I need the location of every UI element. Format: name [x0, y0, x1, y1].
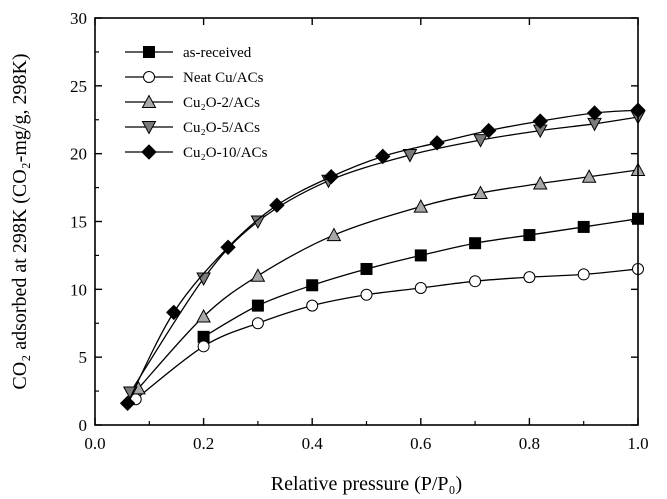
- series-2: [131, 162, 646, 395]
- legend-label: as-received: [183, 45, 252, 61]
- data-point: [532, 113, 548, 129]
- y-tick-label: 25: [70, 77, 87, 96]
- series-0: [197, 212, 644, 343]
- x-tick-label: 0.6: [410, 434, 431, 453]
- data-point: [269, 197, 285, 213]
- plot-frame: [94, 17, 639, 426]
- data-point: [250, 268, 266, 282]
- data-point: [220, 239, 236, 255]
- data-point: [429, 135, 445, 151]
- data-point: [360, 288, 373, 301]
- legend-marker: [143, 71, 155, 83]
- data-point: [586, 105, 603, 121]
- legend-item: Cu₂O-2/ACs: [125, 94, 260, 111]
- data-point: [323, 169, 339, 185]
- x-tick-label: 1.0: [627, 434, 648, 453]
- legend-item: as-received: [125, 45, 252, 61]
- data-point: [577, 268, 590, 281]
- data-point: [166, 304, 182, 321]
- data-point: [196, 308, 211, 323]
- legend-label: Cu₂O-2/ACs: [183, 95, 260, 111]
- data-point: [414, 281, 427, 294]
- data-point: [480, 122, 497, 139]
- x-tick-label: 0.2: [193, 434, 214, 453]
- legend-item: Neat Cu/ACs: [125, 70, 264, 86]
- legend-marker: [143, 46, 155, 58]
- y-tick-label: 30: [70, 9, 87, 28]
- series-line: [137, 169, 639, 389]
- legend: as-received Neat Cu/ACs Cu₂O-2/ACs Cu₂O-5/A…: [125, 45, 268, 161]
- series-line: [127, 109, 639, 404]
- data-point: [414, 249, 427, 262]
- y-tick-label: 5: [79, 348, 88, 367]
- series-1: [129, 262, 644, 406]
- x-tick-label: 0.4: [302, 434, 324, 453]
- data-point: [473, 185, 488, 200]
- data-point: [523, 229, 536, 242]
- x-tick-label: 0.0: [84, 434, 105, 453]
- y-tick-label: 15: [70, 213, 87, 232]
- series-4: [119, 102, 646, 412]
- data-point: [251, 299, 264, 312]
- data-point: [326, 227, 342, 242]
- legend-label: Cu₂O-5/ACs: [183, 120, 260, 136]
- data-point: [532, 175, 548, 190]
- legend-marker: [141, 121, 157, 135]
- y-tick-label: 0: [79, 416, 88, 435]
- data-point: [577, 220, 590, 233]
- data-point: [119, 395, 136, 412]
- legend-label: Cu₂O-10/ACs: [183, 145, 268, 161]
- x-tick-label: 0.8: [519, 434, 540, 453]
- y-tick-label: 10: [70, 280, 87, 299]
- legend-marker: [141, 144, 157, 160]
- data-point: [375, 148, 391, 165]
- legend-marker: [141, 94, 157, 108]
- data-point: [402, 149, 418, 163]
- legend-item: Cu₂O-5/ACs: [125, 120, 260, 136]
- data-point: [250, 215, 266, 230]
- axes: 0.0 0.2 0.4 0.6 0.8 1.0 0 5 10 15 20 25 30: [70, 9, 649, 453]
- data-point: [306, 299, 319, 312]
- data-point: [581, 169, 597, 183]
- series-line: [135, 268, 639, 400]
- data-point: [469, 275, 482, 288]
- data-point: [469, 237, 482, 250]
- data-point: [197, 340, 210, 353]
- legend-item: Cu₂O-10/ACs: [125, 144, 268, 161]
- y-tick-label: 20: [70, 145, 87, 164]
- data-point: [306, 279, 319, 292]
- data-point: [360, 262, 373, 275]
- x-axis-title: Relative pressure (P/P₀): [271, 473, 462, 495]
- legend-label: Neat Cu/ACs: [183, 70, 264, 86]
- data-point: [251, 317, 264, 330]
- data-point: [413, 199, 429, 213]
- plot-area: [119, 102, 646, 412]
- data-point: [523, 271, 536, 284]
- y-axis-title: CO₂ adsorbed at 298K (CO₂-mg/g, 298K): [9, 53, 31, 389]
- data-point: [473, 134, 488, 148]
